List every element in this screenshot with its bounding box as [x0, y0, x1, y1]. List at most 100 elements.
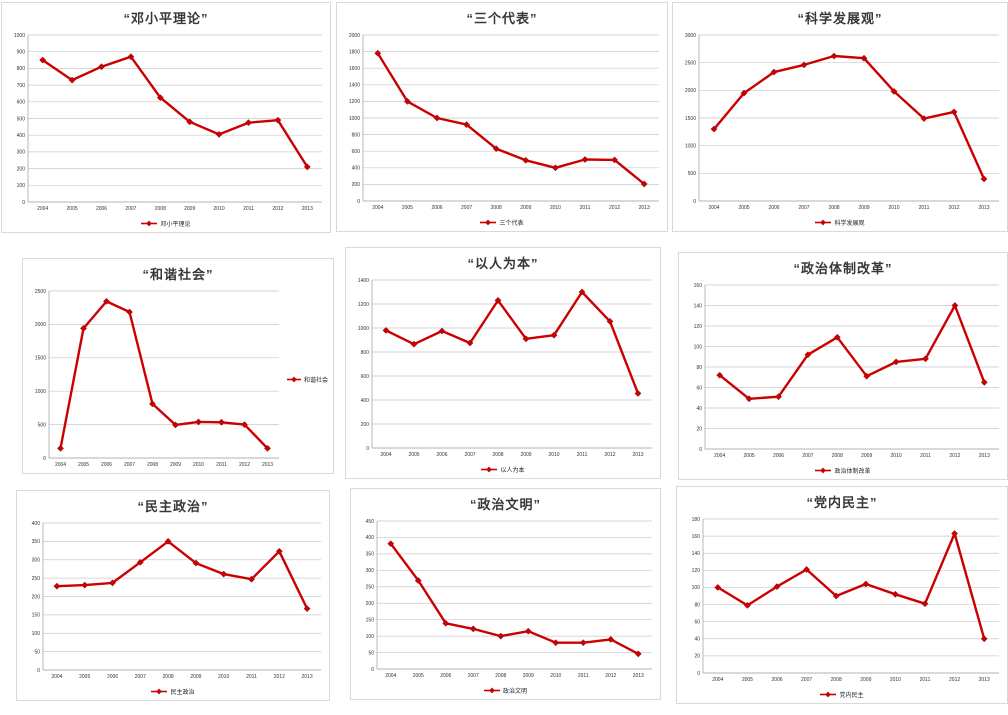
- svg-text:2006: 2006: [107, 674, 118, 680]
- svg-text:300: 300: [17, 150, 26, 156]
- svg-text:2010: 2010: [550, 205, 561, 211]
- svg-text:2006: 2006: [440, 673, 451, 679]
- svg-text:2013: 2013: [639, 205, 650, 211]
- svg-text:0: 0: [371, 667, 374, 673]
- svg-text:200: 200: [32, 594, 41, 600]
- svg-text:2011: 2011: [246, 674, 257, 680]
- svg-text:1000: 1000: [35, 389, 46, 395]
- plot-area: 0 50 100 150 200 250 300 350 400 2004 2005 2006 2007…: [17, 517, 329, 685]
- svg-text:900: 900: [17, 50, 26, 56]
- svg-text:2006: 2006: [771, 677, 782, 683]
- svg-text:2009: 2009: [184, 206, 195, 212]
- svg-text:2005: 2005: [67, 206, 78, 212]
- svg-text:2013: 2013: [302, 674, 313, 680]
- svg-text:60: 60: [696, 385, 702, 391]
- line-chart-plot: 0 500 1000 1500 2000 2500 3000 2004 2005 2006 2007…: [685, 33, 999, 211]
- svg-text:2011: 2011: [920, 677, 931, 683]
- legend-line-marker-icon: [151, 688, 168, 695]
- svg-text:250: 250: [32, 576, 41, 582]
- svg-text:2007: 2007: [798, 205, 809, 211]
- svg-text:0: 0: [366, 446, 369, 452]
- plot-area: 0 20 40 60 80 100 120 140 160 2004 2005 2006 2007 200…: [679, 279, 1007, 464]
- svg-text:500: 500: [688, 171, 697, 177]
- svg-text:200: 200: [352, 182, 361, 188]
- svg-text:1500: 1500: [685, 116, 696, 122]
- svg-text:2012: 2012: [274, 674, 285, 680]
- svg-text:500: 500: [38, 422, 47, 428]
- svg-text:2011: 2011: [578, 673, 589, 679]
- svg-text:800: 800: [361, 350, 370, 356]
- svg-text:0: 0: [699, 447, 702, 453]
- line-chart-plot: 0 200 400 600 800 1000 1200 1400 2004 2005 2006 200…: [358, 278, 652, 458]
- svg-text:2013: 2013: [979, 453, 990, 459]
- chart-title: “政治文明”: [469, 497, 541, 512]
- legend-line-marker-icon: [287, 376, 301, 382]
- svg-text:180: 180: [692, 517, 701, 523]
- svg-text:50: 50: [368, 650, 374, 656]
- svg-text:1800: 1800: [349, 49, 360, 55]
- svg-text:800: 800: [352, 132, 361, 138]
- svg-text:2011: 2011: [580, 205, 591, 211]
- svg-text:2009: 2009: [523, 673, 534, 679]
- svg-text:2008: 2008: [831, 677, 842, 683]
- svg-text:2007: 2007: [464, 452, 475, 458]
- svg-text:100: 100: [32, 631, 41, 637]
- legend-label: 党内民主: [839, 693, 864, 699]
- legend-label: 政治体制改革: [834, 469, 871, 475]
- svg-text:2004: 2004: [712, 677, 723, 683]
- svg-text:0: 0: [693, 199, 696, 205]
- svg-text:1500: 1500: [35, 356, 46, 362]
- svg-text:2000: 2000: [349, 33, 360, 39]
- line-chart-plot: 0 200 400 600 800 1000 1200 1400 1600 1800 2000 200…: [349, 33, 659, 211]
- chart-legend: 党内民主: [677, 688, 1007, 703]
- svg-text:2008: 2008: [492, 452, 503, 458]
- svg-text:40: 40: [696, 406, 702, 412]
- svg-text:2010: 2010: [193, 462, 204, 468]
- svg-text:1000: 1000: [685, 143, 696, 149]
- svg-text:1200: 1200: [349, 99, 360, 105]
- svg-text:2007: 2007: [135, 674, 146, 680]
- svg-text:140: 140: [692, 551, 701, 557]
- svg-text:120: 120: [692, 568, 701, 574]
- svg-text:2012: 2012: [949, 453, 960, 459]
- svg-text:2500: 2500: [35, 289, 46, 295]
- svg-text:2004: 2004: [37, 206, 48, 212]
- chart-legend: 以人为本: [346, 463, 660, 478]
- svg-text:3000: 3000: [685, 33, 696, 39]
- legend-line-marker-icon: [481, 466, 498, 473]
- svg-text:0: 0: [43, 456, 46, 462]
- svg-text:2006: 2006: [431, 205, 442, 211]
- svg-text:50: 50: [34, 649, 40, 655]
- svg-text:450: 450: [366, 519, 375, 525]
- svg-text:2013: 2013: [979, 677, 990, 683]
- chart-panel-people-oriented: “以人为本” 0 200 400 600 800 1000 1200 1400 2004 2005…: [345, 247, 661, 479]
- svg-text:100: 100: [366, 634, 375, 640]
- line-chart-plot: 0 20 40 60 80 100 120 140 160 180 2004 2005 2006 2007…: [692, 517, 999, 683]
- line-chart-plot: 0 20 40 60 80 100 120 140 160 2004 2005 2006 2007 200…: [694, 283, 999, 459]
- svg-text:2005: 2005: [79, 674, 90, 680]
- svg-text:2009: 2009: [520, 452, 531, 458]
- svg-text:2006: 2006: [101, 462, 112, 468]
- legend-line-marker-icon: [483, 687, 500, 694]
- svg-text:2005: 2005: [413, 673, 424, 679]
- svg-text:1600: 1600: [349, 66, 360, 72]
- svg-text:150: 150: [32, 613, 41, 619]
- svg-text:2006: 2006: [768, 205, 779, 211]
- svg-text:2006: 2006: [436, 452, 447, 458]
- svg-text:2007: 2007: [461, 205, 472, 211]
- svg-text:2010: 2010: [890, 677, 901, 683]
- chart-panel-deng-xiaoping-theory: “邓小平理论” 0 100 200 300 400 500 600 700 800 900 1000…: [1, 2, 331, 233]
- svg-text:400: 400: [32, 521, 41, 527]
- svg-text:350: 350: [366, 552, 375, 558]
- plot-area: 0 200 400 600 800 1000 1200 1400 2004 2005 2006 200…: [346, 274, 660, 463]
- svg-text:1000: 1000: [14, 33, 25, 39]
- line-chart-plot: 0 50 100 150 200 250 300 350 400 450 2004 2005 2006 2…: [366, 519, 652, 679]
- svg-text:2010: 2010: [550, 673, 561, 679]
- svg-text:2010: 2010: [218, 674, 229, 680]
- plot-area: 0 500 1000 1500 2000 2500 3000 2004 2005 2006 2007…: [673, 29, 1007, 216]
- chart-panel-intraparty-democracy: “党内民主” 0 20 40 60 80 100 120 140 160 180 2004 2005 2…: [676, 486, 1008, 704]
- svg-text:2004: 2004: [51, 674, 62, 680]
- chart-panel-three-represents: “三个代表” 0 200 400 600 800 1000 1200 1400 1600 1800…: [336, 2, 668, 232]
- chart-title: “和谐社会”: [142, 267, 214, 282]
- svg-text:2005: 2005: [78, 462, 89, 468]
